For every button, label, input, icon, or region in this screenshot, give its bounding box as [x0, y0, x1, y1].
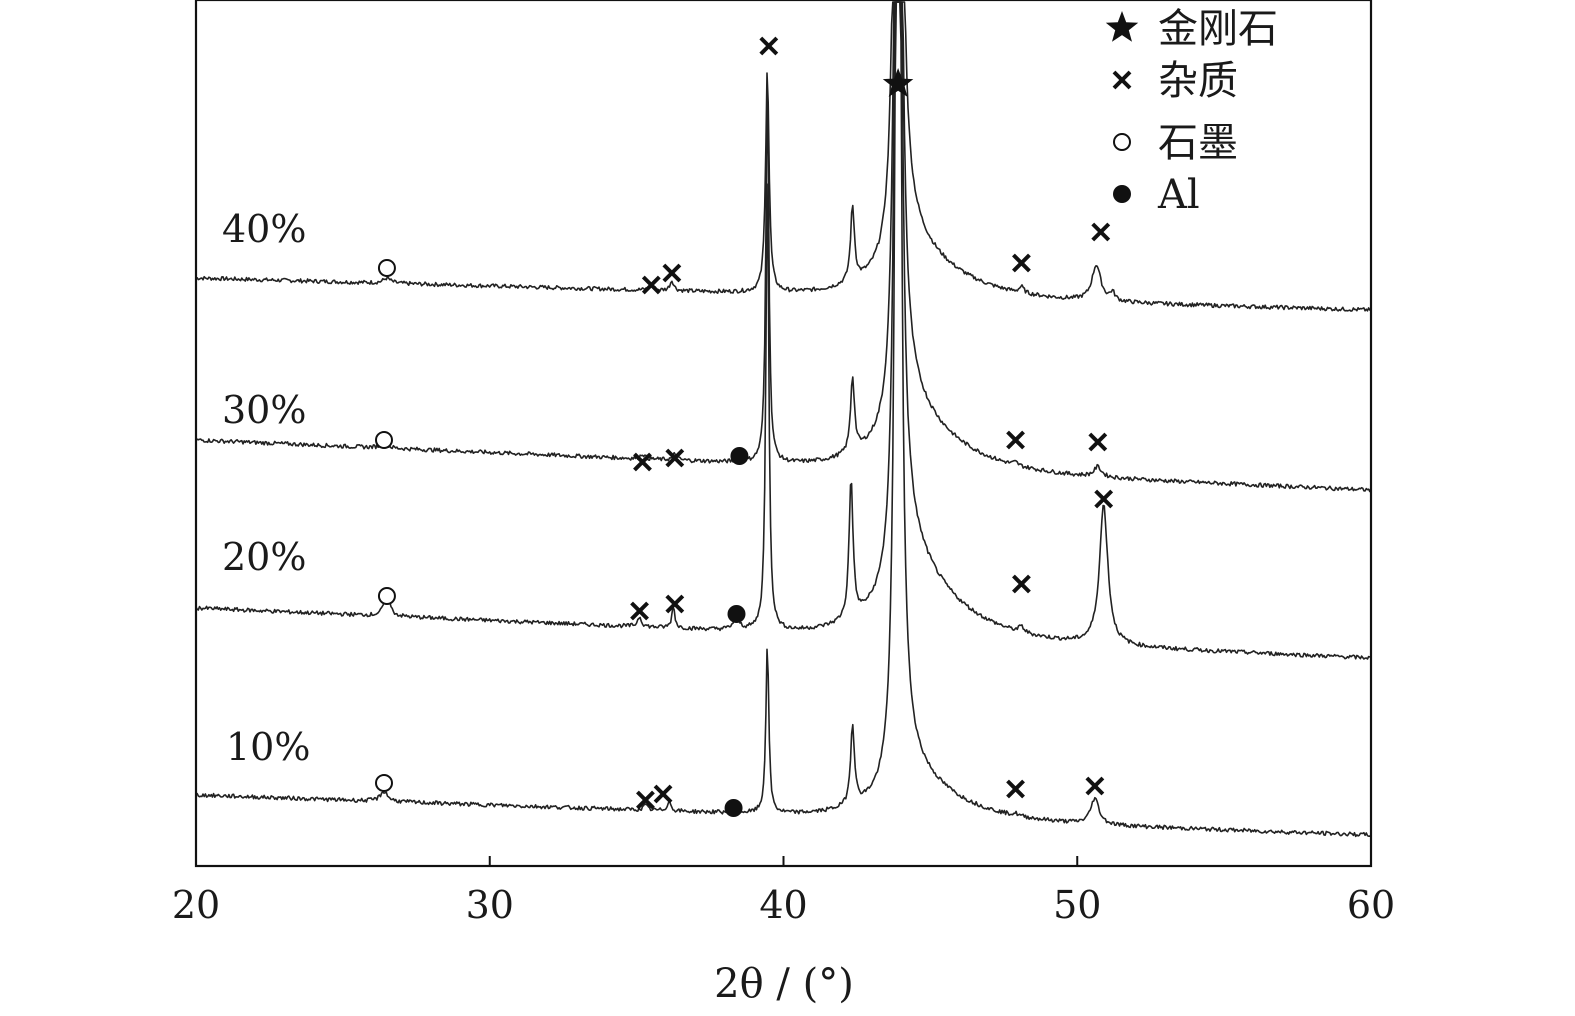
series-label-20%: 20%: [222, 535, 306, 579]
marker-40%-39.5: [759, 36, 779, 56]
x-axis-label: 2θ / (°): [714, 961, 854, 1007]
legend-label-3: Al: [1157, 172, 1200, 218]
trace-20%: [195, 1, 1372, 660]
series-label-10%: 10%: [226, 725, 310, 769]
marker-10%-38.3: [724, 799, 743, 817]
x-tick-label-50: 50: [1053, 883, 1101, 927]
marker-30%-35.2: [633, 452, 652, 472]
x-tick-label-40: 40: [759, 883, 807, 927]
marker-20%-26.5: [377, 587, 396, 605]
legend-symbol-1: [1112, 70, 1132, 90]
marker-20%-36.3: [665, 594, 685, 614]
marker-40%-26.5: [377, 259, 396, 277]
markers-layer: [375, 36, 1114, 817]
legend-label-0: 金刚石: [1158, 6, 1278, 52]
x-tick-label-30: 30: [466, 883, 514, 927]
marker-20%-38.4: [727, 605, 746, 623]
marker-40%-43.9: [882, 68, 914, 97]
marker-30%-47.9: [1006, 430, 1025, 450]
x-tick-label-60: 60: [1347, 883, 1395, 927]
series-label-40%: 40%: [222, 207, 306, 251]
traces-layer: [195, 1, 1372, 838]
marker-40%-35.5: [641, 275, 661, 295]
legend-label-1: 杂质: [1158, 58, 1238, 104]
marker-30%-38.5: [730, 447, 749, 465]
legend-symbol-0: [1105, 11, 1139, 42]
marker-20%-35.1: [630, 601, 649, 621]
x-ticks-layer: 20 30 40 50 60: [172, 856, 1395, 927]
marker-10%-35.3: [636, 790, 655, 810]
marker-20%-50.9: [1094, 489, 1114, 509]
marker-40%-48.1: [1012, 253, 1031, 273]
x-tick-label-20: 20: [172, 883, 220, 927]
marker-30%-26.4: [375, 431, 393, 449]
marker-10%-50.6: [1085, 776, 1105, 796]
marker-10%-35.9: [653, 784, 673, 804]
marker-30%-36.3: [665, 448, 685, 468]
series-label-30%: 30%: [222, 388, 306, 432]
legend-symbol-2: [1113, 133, 1131, 151]
trace-10%: [195, 1, 1372, 838]
trace-40%: [195, 1, 1372, 312]
legend-symbol-3: [1113, 185, 1131, 203]
series-labels-layer: 40% 30% 20% 10%: [222, 207, 310, 769]
marker-40%-50.8: [1091, 222, 1111, 242]
marker-10%-26.4: [375, 774, 393, 792]
marker-30%-50.7: [1088, 432, 1108, 452]
marker-20%-48.1: [1012, 574, 1031, 594]
marker-40%-36.2: [662, 263, 682, 283]
marker-10%-47.9: [1006, 779, 1025, 799]
trace-30%: [195, 1, 1372, 493]
legend-label-2: 石墨: [1158, 120, 1238, 166]
